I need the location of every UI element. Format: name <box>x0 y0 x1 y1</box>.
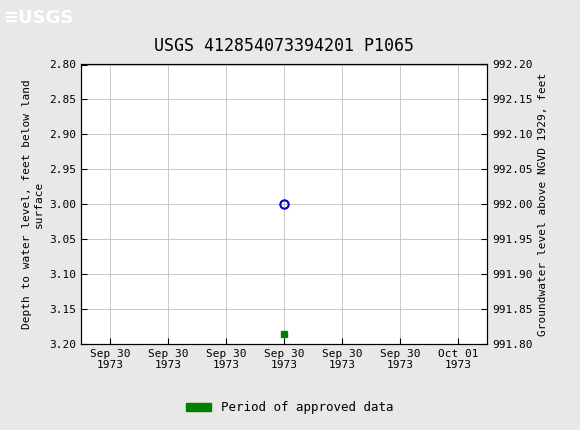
Legend: Period of approved data: Period of approved data <box>181 396 399 419</box>
Text: ≡USGS: ≡USGS <box>3 9 74 27</box>
Title: USGS 412854073394201 P1065: USGS 412854073394201 P1065 <box>154 37 414 55</box>
Y-axis label: Depth to water level, feet below land
surface: Depth to water level, feet below land su… <box>22 80 44 329</box>
Y-axis label: Groundwater level above NGVD 1929, feet: Groundwater level above NGVD 1929, feet <box>538 73 548 336</box>
